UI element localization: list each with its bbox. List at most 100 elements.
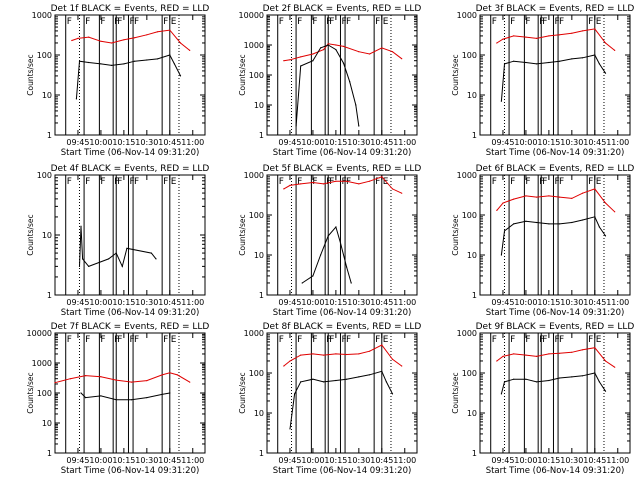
panel-det-2: Det 2f BLACK = Events, RED = LLD 1 10 100 10…: [238, 4, 421, 158]
x-tick-label: 10:45: [158, 298, 181, 307]
events-data-point: [598, 226, 601, 228]
events-data-point: [536, 63, 538, 65]
events-data-point: [115, 252, 117, 254]
event-marker-label: F: [375, 177, 380, 187]
event-marker-label: F: [326, 335, 331, 345]
lld-data-point: [614, 211, 616, 213]
events-data-point: [339, 242, 342, 244]
x-axis-label: Start Time (06-Nov-14 09:31:20): [486, 308, 625, 318]
lld-data-point: [559, 196, 561, 198]
panel-title: Det 3f BLACK = Events, RED = LLD: [476, 4, 635, 14]
lld-data-point: [604, 42, 607, 44]
events-data-point: [108, 258, 110, 260]
events-data-point: [503, 230, 506, 232]
y-tick-label: 1: [472, 131, 477, 140]
lld-data-point: [604, 202, 607, 204]
event-marker-label: F: [297, 177, 302, 187]
events-data-point: [78, 265, 81, 267]
event-marker-label: F: [542, 17, 547, 27]
events-data-point: [342, 62, 345, 64]
events-data-point: [594, 372, 596, 374]
plot-frame: [266, 332, 418, 454]
event-marker-label: F: [492, 335, 497, 345]
events-data-point: [157, 58, 159, 60]
event-marker-label: E: [383, 17, 389, 27]
events-data-point: [503, 381, 506, 383]
lld-data-point: [123, 39, 125, 41]
y-tick-label: 100: [249, 369, 264, 378]
events-data-point: [323, 381, 325, 383]
events-data-point: [294, 393, 296, 395]
lld-data-point: [525, 354, 527, 356]
y-tick-label: 1: [472, 291, 477, 300]
lld-data-point: [346, 180, 348, 182]
x-tick-label: 10:00: [514, 138, 537, 147]
y-axis-label: Counts/sec: [26, 54, 35, 95]
y-tick-label: 100: [37, 171, 52, 180]
x-tick-label: 10:00: [301, 456, 324, 465]
lld-data-point: [323, 49, 325, 51]
events-data-point: [598, 381, 601, 383]
event-marker-label: F: [329, 335, 334, 345]
y-tick-label: 100: [249, 211, 264, 220]
plot-frame: [54, 174, 206, 296]
y-axis-label: Counts/sec: [451, 214, 460, 255]
lld-data-point: [289, 59, 291, 61]
lld-data-point: [115, 379, 117, 381]
lld-data-point: [169, 372, 171, 374]
x-axis-label: Start Time (06-Nov-14 09:31:20): [61, 308, 200, 318]
event-marker-label: F: [346, 17, 351, 27]
x-tick-label: 10:00: [89, 298, 112, 307]
y-tick-label: 1: [47, 449, 52, 458]
events-data-point: [559, 377, 561, 379]
event-marker-label: F: [525, 335, 530, 345]
event-marker-label: F: [312, 177, 317, 187]
event-marker-label: F: [554, 335, 559, 345]
x-tick-label: 10:30: [347, 456, 370, 465]
lld-data-point: [536, 37, 538, 40]
lld-data-point: [594, 347, 596, 349]
events-data-point: [500, 100, 502, 102]
events-series-line: [80, 392, 170, 401]
events-data-point: [123, 63, 125, 65]
event-marker-label: F: [297, 335, 302, 345]
panel-title: Det 9f BLACK = Events, RED = LLD: [476, 322, 635, 332]
event-marker-label: F: [312, 335, 317, 345]
events-data-point: [320, 254, 322, 256]
x-tick-label: 11:00: [181, 456, 204, 465]
event-marker-label: F: [510, 17, 515, 27]
x-tick-label: 10:15: [324, 456, 347, 465]
event-marker-label: F: [525, 177, 530, 187]
panel-det-9: Det 9f BLACK = Events, RED = LLD 1 10 100 10…: [451, 322, 634, 476]
panel-title: Det 5f BLACK = Events, RED = LLD: [263, 164, 422, 174]
lld-data-point: [391, 51, 394, 53]
x-tick-label: 10:00: [301, 138, 324, 147]
lld-data-point: [548, 35, 550, 37]
lld-data-point: [335, 180, 337, 182]
y-tick-label: 10: [467, 251, 477, 260]
lld-data-point: [401, 192, 403, 194]
event-marker-label: F: [312, 17, 317, 27]
events-series-line: [500, 216, 606, 256]
plot-frame: [266, 14, 418, 136]
events-data-point: [548, 379, 550, 382]
x-tick-label: 10:00: [514, 298, 537, 307]
events-data-point: [559, 223, 561, 225]
y-tick-label: 1000: [32, 359, 52, 368]
events-data-point: [525, 378, 527, 380]
lld-data-point: [391, 188, 394, 190]
panel-title: Det 4f BLACK = Events, RED = LLD: [51, 164, 210, 174]
x-tick-label: 11:00: [606, 456, 629, 465]
y-tick-label: 10000: [239, 11, 264, 20]
y-tick-label: 10: [254, 409, 264, 418]
events-data-point: [604, 235, 607, 237]
event-marker-label: F: [279, 177, 284, 187]
x-tick-label: 10:00: [301, 298, 324, 307]
panel-title: Det 8f BLACK = Events, RED = LLD: [263, 322, 422, 332]
y-tick-label: 10000: [27, 329, 52, 338]
x-tick-label: 10:30: [135, 456, 158, 465]
lld-data-point: [312, 53, 314, 55]
event-marker-label: F: [279, 17, 284, 27]
y-tick-label: 100: [462, 369, 477, 378]
events-series-line: [500, 372, 606, 395]
